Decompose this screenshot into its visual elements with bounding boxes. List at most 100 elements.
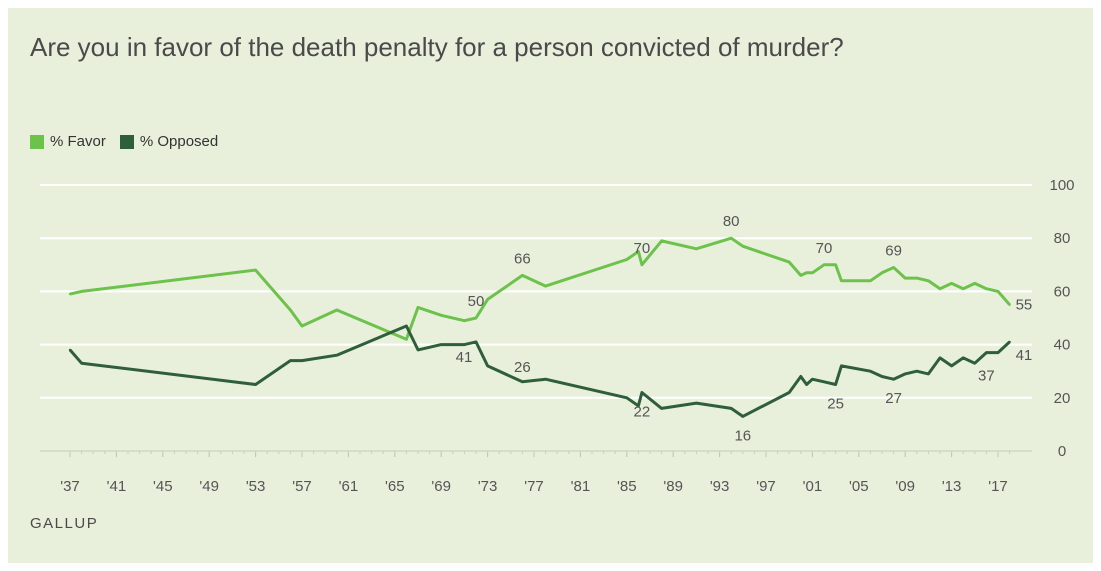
data-point-favor bbox=[440, 314, 443, 317]
data-point-opposed bbox=[904, 372, 907, 376]
y-tick-label: 80 bbox=[1054, 230, 1071, 247]
data-point-favor bbox=[880, 271, 884, 274]
data-label-opposed: 37 bbox=[978, 368, 995, 385]
data-point-favor bbox=[637, 250, 640, 253]
x-tick-label: '61 bbox=[339, 478, 359, 495]
data-point-favor bbox=[405, 338, 408, 341]
data-point-favor bbox=[927, 279, 930, 282]
data-point-favor bbox=[996, 290, 1000, 293]
data-point-favor bbox=[915, 276, 918, 280]
data-point-opposed bbox=[840, 364, 843, 368]
data-point-opposed bbox=[938, 356, 942, 360]
data-point-favor bbox=[254, 268, 257, 272]
data-point-opposed bbox=[300, 359, 304, 362]
series-line-opposed bbox=[68, 324, 1011, 418]
data-point-opposed bbox=[405, 324, 408, 328]
x-tick-label: '77 bbox=[524, 478, 544, 495]
data-label-favor: 80 bbox=[723, 213, 740, 230]
data-point-opposed bbox=[915, 370, 918, 373]
data-point-favor bbox=[335, 308, 338, 312]
y-tick-label: 60 bbox=[1054, 283, 1071, 300]
data-point-favor bbox=[985, 287, 988, 290]
data-label-opposed: 41 bbox=[456, 349, 473, 366]
x-tick-label: '45 bbox=[153, 478, 173, 495]
legend-swatch-opposed bbox=[119, 134, 134, 149]
data-label-opposed: 16 bbox=[734, 427, 751, 444]
data-point-opposed bbox=[741, 415, 744, 418]
data-point-favor bbox=[805, 271, 808, 274]
data-point-opposed bbox=[695, 401, 698, 405]
legend-label-opposed: % Opposed bbox=[139, 133, 219, 150]
data-point-opposed bbox=[625, 396, 628, 399]
data-point-opposed bbox=[788, 391, 791, 394]
data-point-opposed bbox=[811, 377, 814, 381]
data-point-opposed bbox=[80, 362, 83, 365]
data-point-favor bbox=[869, 279, 872, 282]
data-point-favor bbox=[80, 290, 83, 293]
data-point-opposed bbox=[254, 383, 257, 386]
legend-swatch-favor bbox=[30, 134, 44, 149]
legend: % Favor % Opposed bbox=[30, 133, 232, 150]
data-point-favor bbox=[1008, 303, 1011, 306]
legend-item-favor: % Favor bbox=[30, 133, 106, 150]
x-tick-label: '53 bbox=[246, 478, 266, 495]
y-tick-label: 40 bbox=[1054, 337, 1071, 354]
data-point-favor bbox=[486, 298, 489, 301]
x-tick-label: '01 bbox=[803, 478, 823, 495]
data-label-favor: 50 bbox=[468, 293, 485, 310]
data-point-opposed bbox=[335, 354, 338, 357]
data-point-favor bbox=[962, 287, 965, 290]
data-point-favor bbox=[904, 276, 907, 280]
data-point-opposed bbox=[834, 383, 837, 386]
data-point-opposed bbox=[822, 380, 826, 384]
data-point-opposed bbox=[521, 380, 524, 384]
data-point-opposed bbox=[1008, 340, 1011, 344]
data-point-opposed bbox=[440, 343, 443, 346]
data-label-favor: 70 bbox=[634, 240, 651, 257]
x-tick-label: '05 bbox=[849, 478, 869, 495]
data-point-favor bbox=[938, 287, 942, 290]
y-tick-label: 0 bbox=[1058, 443, 1066, 460]
x-tick-label: '93 bbox=[710, 478, 730, 495]
x-tick-label: '13 bbox=[942, 478, 962, 495]
x-tick-label: '17 bbox=[988, 478, 1008, 495]
data-label-opposed: 25 bbox=[827, 396, 844, 413]
data-point-opposed bbox=[474, 340, 478, 344]
x-tick-label: '49 bbox=[199, 478, 219, 495]
data-label-opposed: 27 bbox=[885, 390, 902, 407]
y-tick-label: 20 bbox=[1054, 390, 1071, 407]
data-point-opposed bbox=[640, 391, 644, 394]
data-point-favor bbox=[625, 258, 628, 261]
data-point-favor bbox=[695, 247, 698, 251]
data-point-favor bbox=[289, 308, 292, 312]
data-point-favor bbox=[811, 271, 814, 274]
data-point-opposed bbox=[962, 356, 965, 360]
data-point-opposed bbox=[805, 383, 808, 386]
data-point-opposed bbox=[416, 348, 420, 352]
data-point-opposed bbox=[463, 343, 466, 346]
data-point-favor bbox=[521, 274, 524, 277]
series-line-favor bbox=[69, 236, 1011, 341]
x-tick-label: '09 bbox=[895, 478, 915, 495]
data-point-opposed bbox=[985, 351, 988, 354]
x-tick-label: '81 bbox=[571, 478, 591, 495]
data-point-opposed bbox=[892, 377, 895, 381]
data-point-opposed bbox=[289, 359, 292, 362]
data-point-opposed bbox=[637, 404, 640, 407]
data-point-opposed bbox=[660, 407, 663, 410]
data-label-opposed: 41 bbox=[1016, 347, 1033, 364]
data-point-favor bbox=[300, 324, 304, 328]
data-label-favor: 66 bbox=[514, 250, 531, 267]
data-point-opposed bbox=[730, 407, 733, 410]
data-point-opposed bbox=[996, 351, 1000, 354]
data-point-opposed bbox=[880, 375, 884, 378]
data-label-favor: 69 bbox=[885, 242, 902, 259]
x-tick-label: '41 bbox=[107, 478, 127, 495]
data-point-favor bbox=[660, 239, 663, 243]
chart-title: Are you in favor of the death penalty fo… bbox=[30, 32, 844, 62]
data-point-favor bbox=[416, 306, 420, 309]
data-point-opposed bbox=[68, 348, 72, 352]
x-tick-label: '69 bbox=[431, 478, 451, 495]
data-point-opposed bbox=[973, 362, 976, 365]
